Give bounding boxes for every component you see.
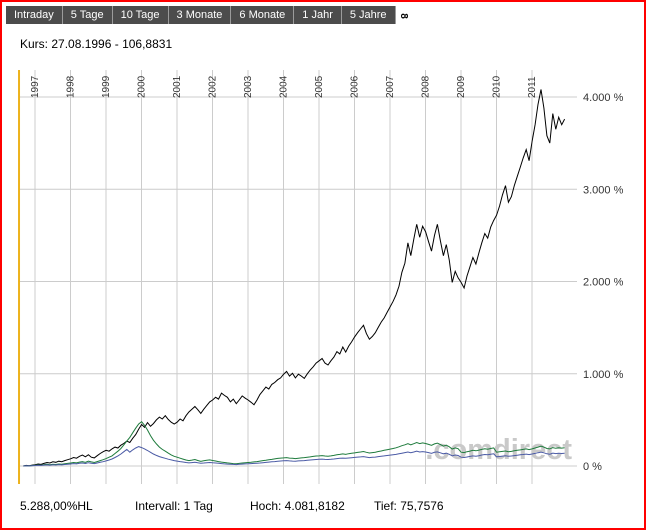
x-axis-year-label: 2004: [279, 75, 290, 98]
x-axis-year-label: 2011: [527, 76, 538, 98]
series-benchmark-blue: [23, 446, 565, 467]
x-axis-year-label: 2009: [456, 75, 467, 98]
comdirect-watermark: .comdirect: [425, 434, 572, 466]
x-axis-year-label: 2008: [421, 75, 432, 98]
x-axis-year-label: 1998: [66, 75, 77, 98]
tab-5-tage[interactable]: 5 Tage: [63, 6, 113, 24]
high-readout: Hoch: 4.081,8182: [250, 499, 345, 513]
y-axis-label: 1.000 %: [583, 369, 624, 381]
x-axis-year-label: 1997: [30, 75, 41, 98]
interval-readout: Intervall: 1 Tag: [135, 499, 213, 513]
tab-3-monate[interactable]: 3 Monate: [169, 6, 232, 24]
x-axis-year-label: 2003: [243, 75, 254, 98]
series-main-instrument: [23, 89, 566, 467]
series-benchmark-green: [23, 421, 565, 467]
period-tab-bar: Intraday 5 Tage 10 Tage 3 Monate 6 Monat…: [6, 6, 410, 24]
tab-8-selected[interactable]: 8: [395, 6, 410, 24]
change-readout: 5.288,00%HL: [20, 499, 93, 513]
x-axis-year-label: 2005: [314, 75, 325, 98]
y-axis-label: 3.000 %: [583, 184, 624, 196]
x-axis-year-label: 1999: [101, 75, 112, 98]
x-axis-year-label: 2006: [350, 75, 361, 98]
tab-5-jahre[interactable]: 5 Jahre: [342, 6, 396, 24]
tab-intraday[interactable]: Intraday: [6, 6, 63, 24]
kurs-readout: Kurs: 27.08.1996 - 106,8831: [20, 37, 173, 51]
y-axis-label: 0 %: [583, 461, 602, 473]
tab-10-tage[interactable]: 10 Tage: [113, 6, 169, 24]
low-readout: Tief: 75,7576: [374, 499, 444, 513]
x-axis-year-label: 2010: [492, 75, 503, 98]
y-axis-label: 4.000 %: [583, 92, 624, 104]
x-axis-year-label: 2000: [137, 75, 148, 98]
tab-1-jahr[interactable]: 1 Jahr: [294, 6, 342, 24]
x-axis-year-label: 2002: [208, 75, 219, 98]
x-axis-year-label: 2001: [172, 75, 183, 98]
y-axis-label: 2.000 %: [583, 277, 624, 289]
tab-6-monate[interactable]: 6 Monate: [231, 6, 295, 24]
x-axis-year-label: 2007: [385, 75, 396, 98]
